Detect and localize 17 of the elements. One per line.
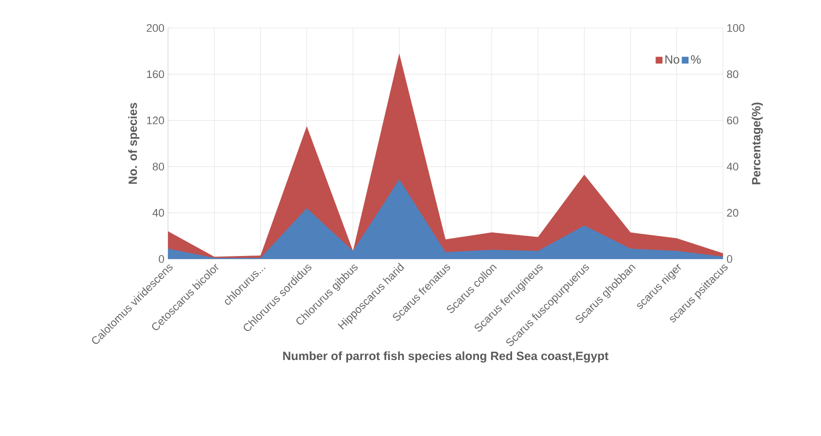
- y-tick-label: 160: [147, 70, 164, 78]
- y-tick-label: 40: [152, 208, 164, 217]
- y-tick-label: 120: [147, 116, 164, 124]
- y-tick-label: 200: [146, 24, 164, 32]
- y2-tick-label: 100: [727, 24, 744, 32]
- y2-tick-label: 20: [727, 208, 738, 217]
- y-tick-label: 80: [152, 162, 164, 170]
- y-axis-title: No. of species: [128, 102, 140, 184]
- y-tick-label: 0: [158, 255, 164, 263]
- legend-label: %: [690, 55, 701, 64]
- y2-tick-label: 60: [727, 116, 738, 124]
- y2-tick-label: 80: [726, 70, 738, 78]
- y2-axis-title: Percentage(%): [752, 102, 763, 184]
- x-axis-title: Number of parrot fish species along Red Sea coast,Egypt: [283, 351, 608, 363]
- y2-tick-label: 0: [726, 255, 732, 263]
- legend-label: No: [665, 55, 680, 64]
- y2-tick-label: 40: [726, 162, 738, 170]
